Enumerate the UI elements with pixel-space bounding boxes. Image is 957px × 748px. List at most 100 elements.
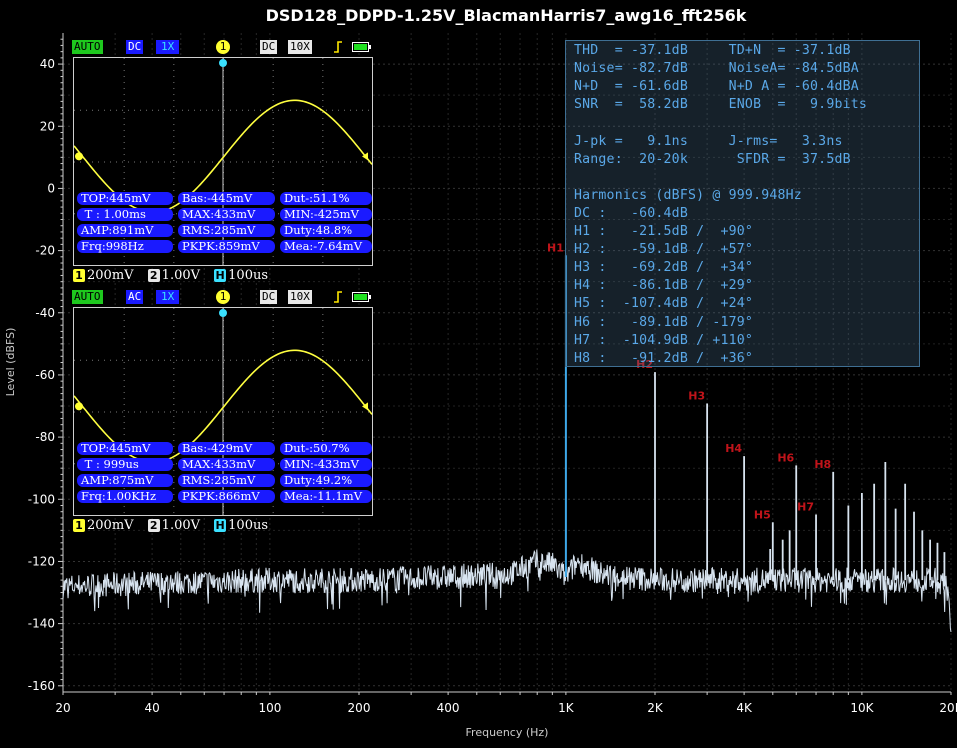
scope-grid-dot [123, 142, 125, 143]
scope-grid-dot [173, 452, 175, 453]
scope-grid-dot [290, 109, 291, 111]
scope-grid-dot [110, 109, 111, 111]
scope-grid-dot [123, 380, 125, 381]
y-tick-label: -140 [28, 617, 55, 631]
stats-line: H4 : -86.1dB / +29° [574, 278, 754, 294]
scope-grid-dot [272, 76, 274, 77]
scope-grid-dot [173, 314, 175, 315]
scope-scale-row: 1 200mV 2 1.00V H 100us [73, 268, 268, 283]
measurement-readout: Dut-:51.1% [280, 192, 372, 205]
scope-grid-dot [322, 166, 324, 167]
measurement-readout: MIN:-425mV [280, 208, 372, 221]
scope-grid-dot [123, 410, 125, 411]
scope-grid-dot [356, 411, 357, 413]
scope-grid-dot [296, 109, 297, 111]
trigger-edge-icon [334, 41, 342, 53]
scope-grid-dot [123, 434, 125, 435]
scope-grid-dot [140, 359, 141, 361]
scope-grid-dot [206, 109, 207, 111]
scope-grid-dot [182, 109, 183, 111]
trigger-channel-badge: 1 [216, 290, 230, 304]
stats-line: H7 : -104.9dB / +110° [574, 332, 754, 348]
scope-grid-dot [272, 190, 274, 191]
scope-grid-dot [110, 411, 111, 413]
scope-grid-dot [272, 118, 274, 119]
scope-grid-dot [173, 392, 175, 393]
scope-grid-dot [173, 416, 175, 417]
scope-grid-dot [123, 374, 125, 375]
scope-grid-dot [128, 411, 129, 413]
scope-grid-dot [173, 130, 175, 131]
scope-grid-dot [322, 320, 324, 321]
scope-grid-dot [224, 359, 225, 361]
scope-grid-dot [272, 512, 274, 513]
ch2-scale: 1.00V [161, 268, 201, 283]
auto-badge: AUTO [72, 290, 103, 304]
scope-grid-dot [284, 359, 285, 361]
scope-grid-dot [173, 404, 175, 405]
scope-grid-dot [74, 161, 75, 163]
stats-line: DC : -60.4dB [574, 205, 688, 221]
scope-grid-dot [123, 428, 125, 429]
scope-grid-dot [80, 411, 81, 413]
scope-grid-dot [272, 142, 274, 143]
scope-grid-dot [80, 161, 81, 163]
scope-grid-dot [272, 64, 274, 65]
scope-grid-dot [272, 220, 274, 221]
scope-grid-dot [320, 359, 321, 361]
scope-grid-dot [173, 70, 175, 71]
stats-line: Harmonics (dBFS) @ 999.948Hz [574, 187, 802, 203]
scope-grid-dot [272, 130, 274, 131]
scope-grid-dot [173, 362, 175, 363]
scope-grid-dot [322, 338, 324, 339]
measurement-readout: Mea:-11.1mV [280, 490, 372, 503]
harmonic-label: H4 [725, 442, 742, 455]
scope-grid-dot [140, 161, 141, 163]
scope-grid-dot [173, 214, 175, 215]
scope-grid-dot [296, 359, 297, 361]
measurement-readout: TOP:445mV [77, 192, 173, 205]
scope-grid-dot [123, 184, 125, 185]
scope-grid-dot [206, 161, 207, 163]
scope-grid-dot [272, 434, 274, 435]
scope-grid-dot [368, 411, 369, 413]
scope-grid-dot [272, 392, 274, 393]
scope-grid-dot [362, 359, 363, 361]
scope-grid-dot [123, 64, 125, 65]
ch2-scale: 1.00V [161, 518, 201, 533]
scope-grid-dot [173, 100, 175, 101]
scope-grid-dot [74, 213, 75, 215]
scope-grid-dot [272, 82, 274, 83]
scope-grid-dot [116, 161, 117, 163]
probe-badge: 1X [156, 40, 180, 54]
scope-grid-dot [173, 446, 175, 447]
scope-grid-dot [173, 356, 175, 357]
scope-grid-dot [218, 359, 219, 361]
stats-line: Range: 20-20k SFDR = 37.5dB [574, 151, 851, 167]
scope-grid-dot [173, 344, 175, 345]
x10-badge: 10X [288, 40, 312, 54]
scope-grid-dot [176, 359, 177, 361]
scope-grid-dot [173, 166, 175, 167]
scope-grid-dot [308, 109, 309, 111]
scope-grid-dot [188, 109, 189, 111]
scope-grid-dot [164, 359, 165, 361]
scope-grid-dot [322, 350, 324, 351]
scope-grid-dot [278, 213, 279, 215]
scope-grid-dot [188, 359, 189, 361]
scope-grid-dot [123, 262, 125, 263]
scope-grid-dot [173, 76, 175, 77]
scope-grid-dot [173, 124, 175, 125]
scope-grid-dot [326, 411, 327, 413]
scope-grid-dot [134, 109, 135, 111]
scope-grid-dot [123, 136, 125, 137]
scope-grid-dot [278, 359, 279, 361]
scope-grid-dot [152, 109, 153, 111]
scope-grid-dot [272, 470, 274, 471]
scope-grid-dot [272, 154, 274, 155]
scope-grid-dot [173, 232, 175, 233]
scope-grid-dot [272, 320, 274, 321]
scope-grid-dot [200, 411, 201, 413]
scope-grid-dot [368, 109, 369, 111]
scope-grid-dot [356, 161, 357, 163]
